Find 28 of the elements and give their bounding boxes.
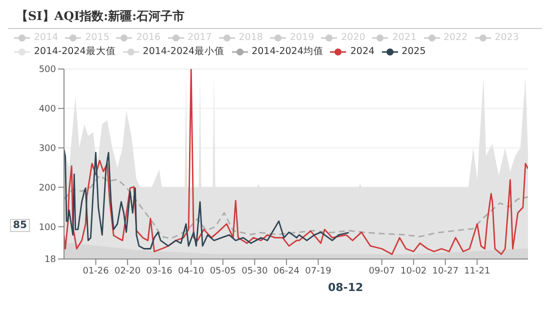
legend-label: 2014-2024均值 bbox=[250, 45, 324, 58]
x-tick-label: 02-20 bbox=[114, 266, 141, 276]
legend-label: 2014-2024最小值 bbox=[142, 45, 225, 58]
x-tick-label: 05-30 bbox=[242, 266, 268, 276]
x-tick-label: 09-07 bbox=[368, 266, 395, 276]
y-tick-label: 300 bbox=[38, 144, 56, 154]
text: 08-12 bbox=[328, 281, 364, 294]
text: 85 bbox=[10, 219, 30, 232]
x-tick-label: 05-05 bbox=[210, 266, 236, 276]
legend-label: 2024 bbox=[349, 45, 375, 58]
line-series bbox=[64, 148, 350, 250]
y-tick-label: 400 bbox=[38, 104, 56, 115]
legend-label: 2025 bbox=[400, 45, 426, 58]
legend-label: 2014-2024最大值 bbox=[33, 45, 116, 58]
y-tick-label: 100 bbox=[38, 222, 56, 233]
x-tick-label: 04-10 bbox=[178, 266, 204, 276]
x-tick-label: 01-26 bbox=[82, 266, 110, 276]
x-tick-label: 07-19 bbox=[305, 266, 332, 276]
line-series bbox=[64, 174, 528, 240]
x-tick-label: 06-24 bbox=[273, 266, 300, 276]
y-tick-label: 500 bbox=[38, 65, 56, 76]
x-tick-label: 10-02 bbox=[400, 266, 427, 276]
y-tick-label: 200 bbox=[38, 183, 56, 194]
chart-title: 【SI】AQI指数:新疆:石河子市 bbox=[8, 8, 542, 29]
x-tick-label: 10-27 bbox=[432, 266, 458, 276]
x-tick-label: 11-21 bbox=[464, 266, 490, 276]
x-tick-label: 03-16 bbox=[146, 266, 173, 276]
y-tick-label: 18 bbox=[44, 255, 56, 266]
